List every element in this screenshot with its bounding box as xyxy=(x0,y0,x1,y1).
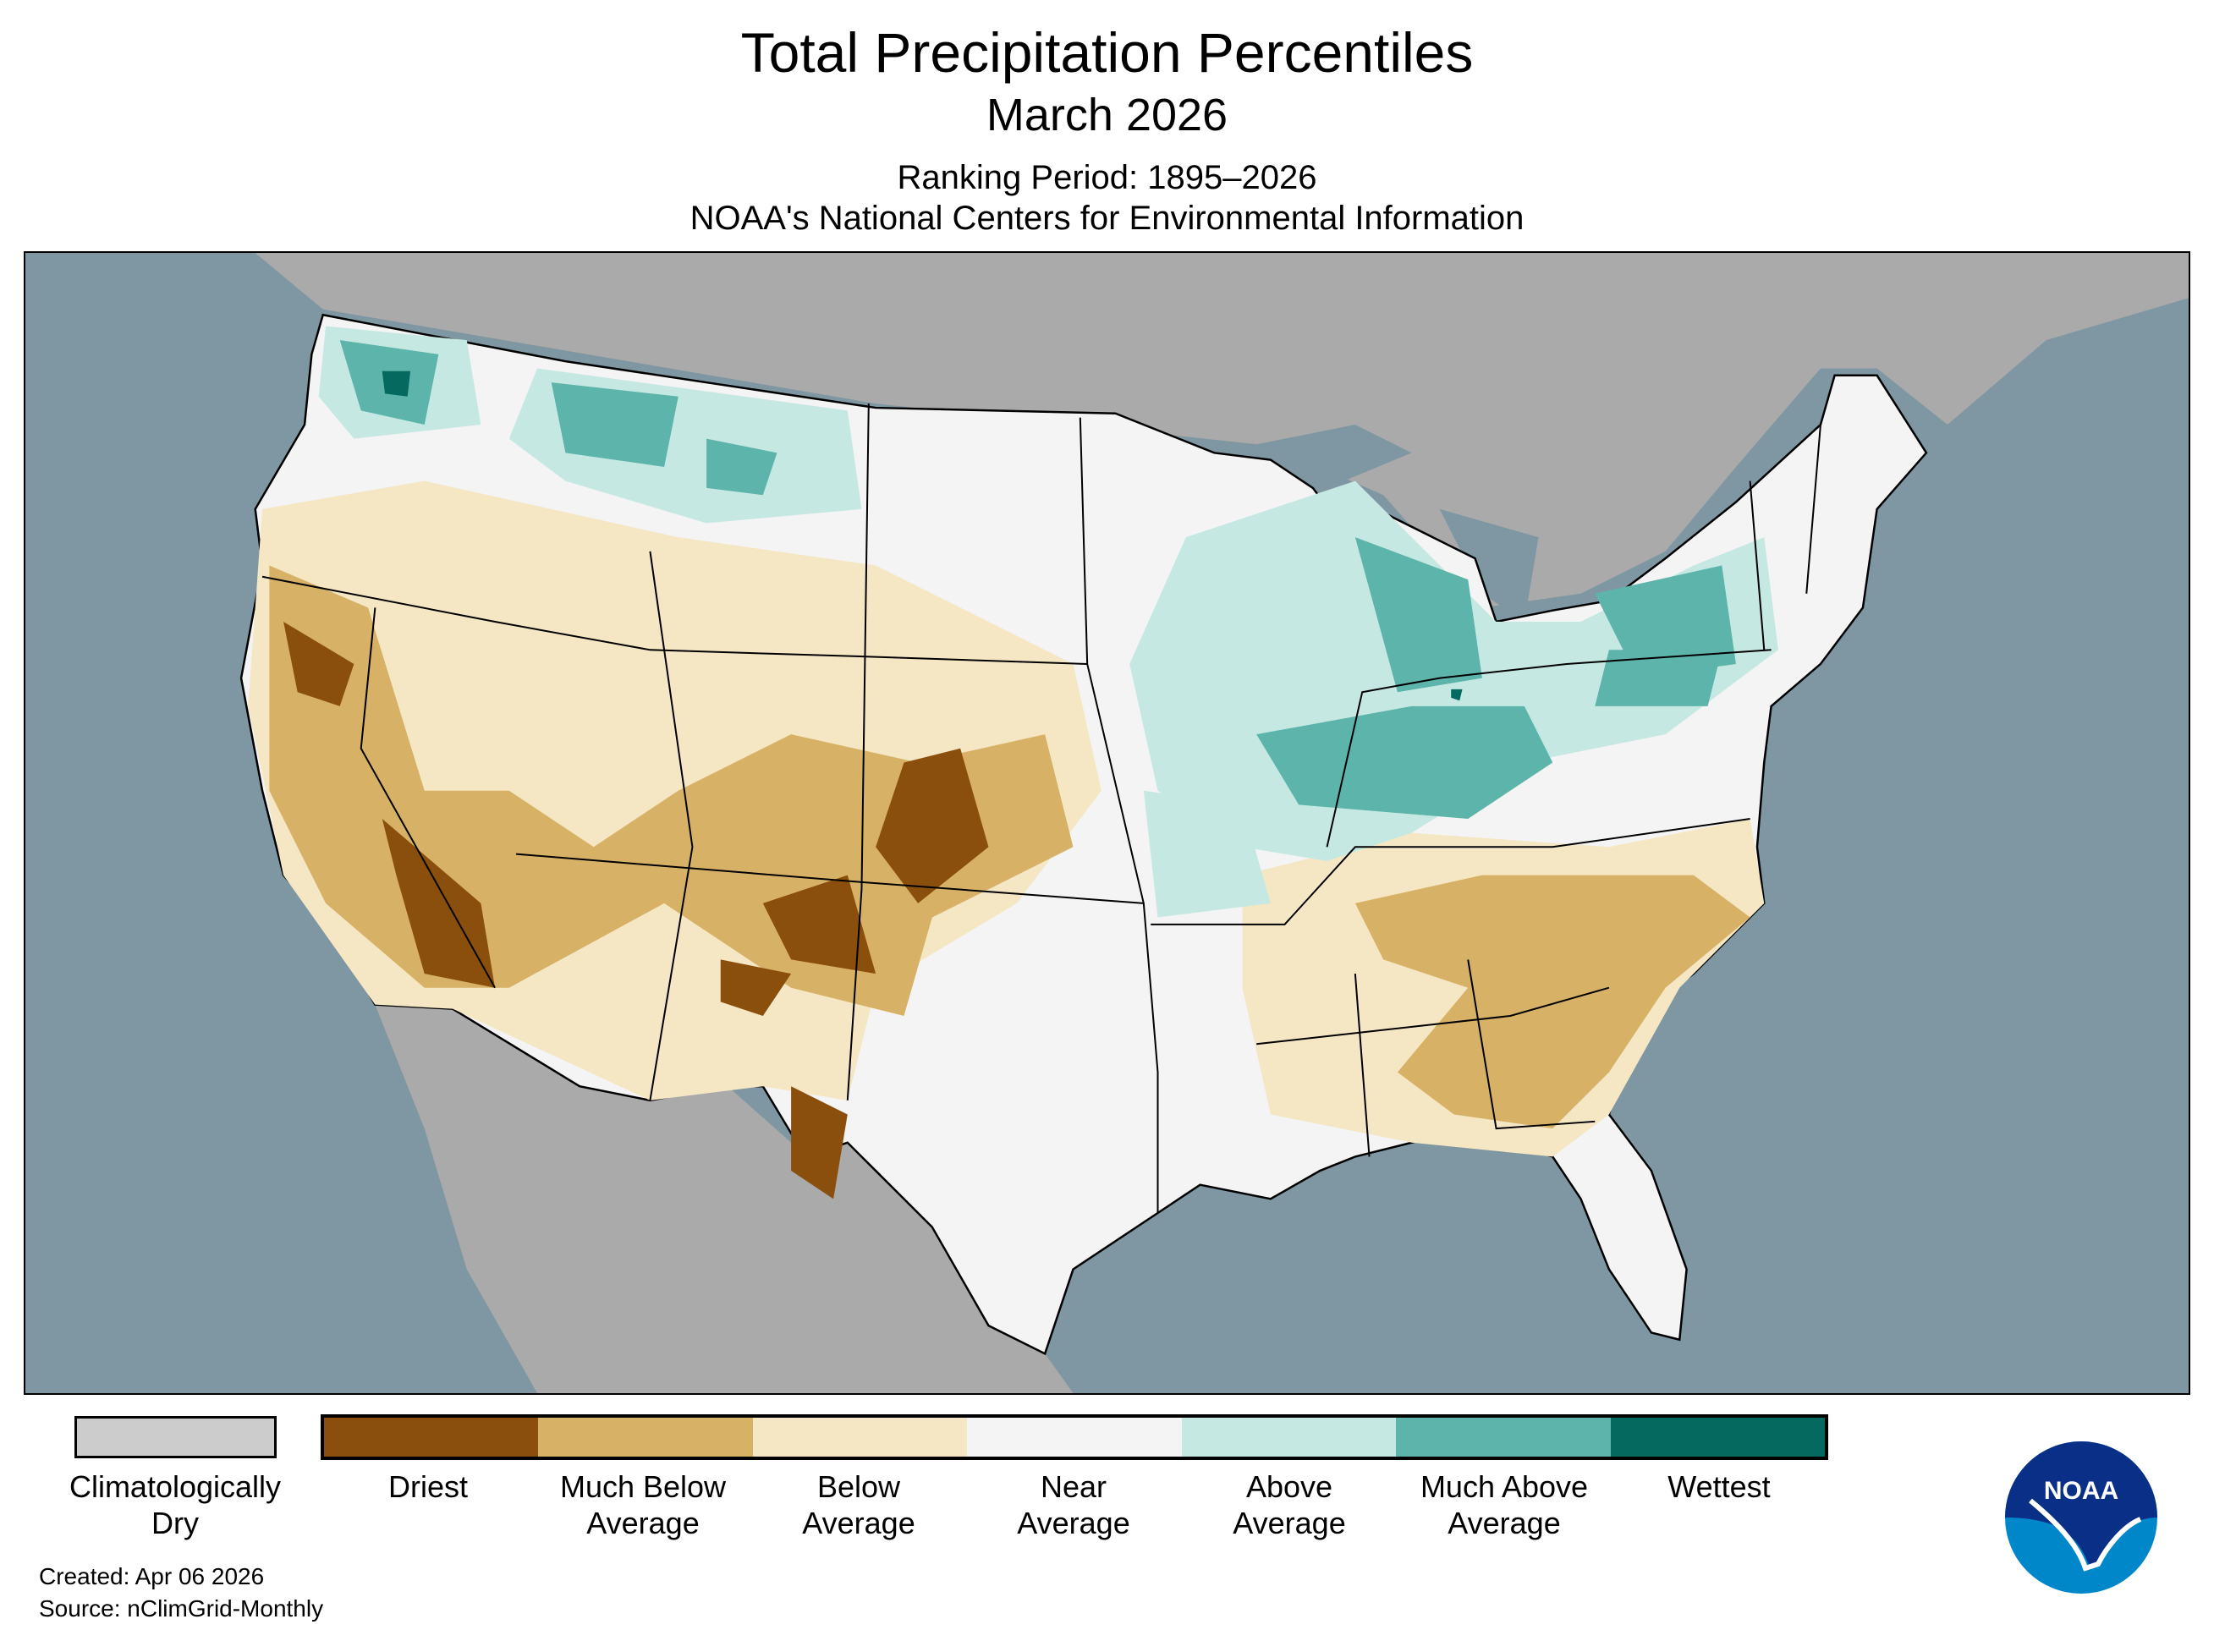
legend-swatch-near xyxy=(967,1418,1182,1457)
data-source: Source: nClimGrid-Monthly xyxy=(39,1595,324,1622)
svg-text:NOAA: NOAA xyxy=(2044,1477,2118,1505)
legend-swatch-above xyxy=(1181,1418,1397,1457)
legend-climatologically-dry-swatch xyxy=(74,1416,277,1458)
canada-land xyxy=(25,253,2189,608)
created-date: Created: Apr 06 2026 xyxy=(39,1563,265,1589)
legend-color-bar xyxy=(321,1414,1828,1460)
legend-label-much-above: Much Above Average xyxy=(1420,1469,1589,1540)
legend-label-near: Near Average xyxy=(1017,1469,1130,1540)
legend-swatch-below xyxy=(752,1418,968,1457)
legend-label-wettest: Wettest xyxy=(1667,1469,1771,1504)
legend-label-driest: Driest xyxy=(387,1469,469,1504)
legend-label-below: Below Average xyxy=(802,1469,915,1540)
legend-swatch-wettest xyxy=(1610,1418,1825,1457)
mexico-land xyxy=(375,1004,1074,1393)
legend-swatch-much-above xyxy=(1396,1418,1611,1457)
great-lakes xyxy=(1214,425,1623,693)
precipitation-map xyxy=(24,251,2190,1395)
percentile-shading xyxy=(248,326,1778,1199)
organization: NOAA's National Centers for Environmenta… xyxy=(689,200,1525,237)
map-subtitle: March 2026 xyxy=(986,90,1228,140)
map-title: Total Precipitation Percentiles xyxy=(740,21,1474,84)
legend-label-climatologically-dry: Climatologically Dry xyxy=(69,1469,282,1540)
ranking-period: Ranking Period: 1895–2026 xyxy=(897,159,1317,196)
legend-swatch-driest xyxy=(324,1418,539,1457)
state-borders xyxy=(261,403,1821,1213)
noaa-logo: NOAA xyxy=(2005,1441,2157,1594)
legend-label-much-below: Much Below Average xyxy=(559,1469,727,1540)
legend-swatch-much-below xyxy=(538,1418,753,1457)
legend-label-above: Above Average xyxy=(1233,1469,1346,1540)
